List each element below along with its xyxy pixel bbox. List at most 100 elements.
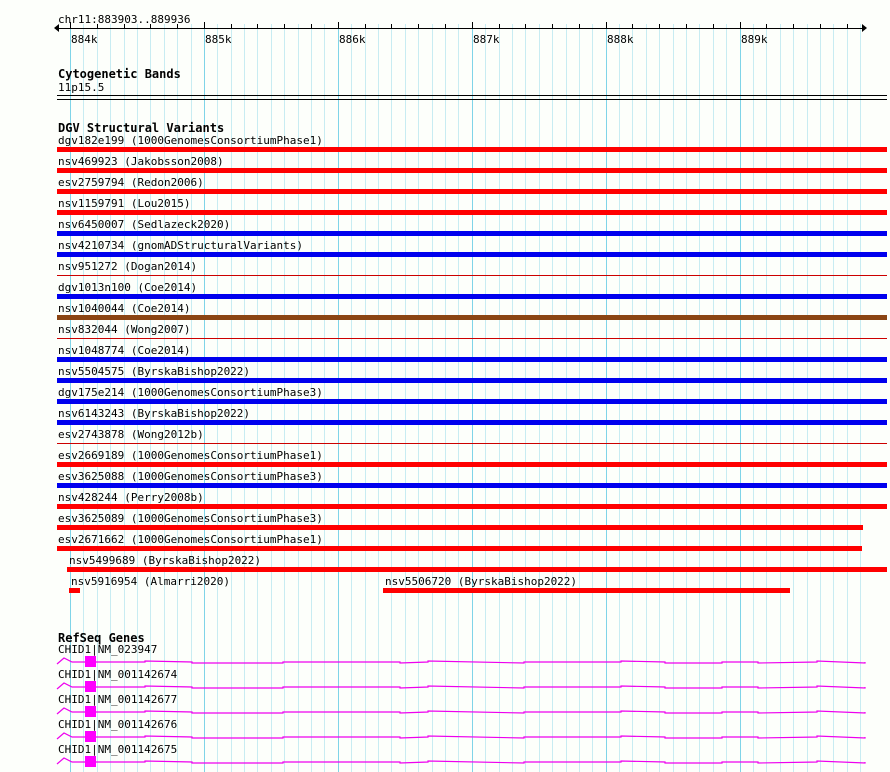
ruler-tick — [713, 24, 714, 29]
variant-label[interactable]: dgv175e214 (1000GenomesConsortiumPhase3) — [58, 386, 323, 399]
gene-label[interactable]: CHID1|NM_001142674 — [58, 668, 178, 681]
variant-bar[interactable] — [57, 504, 887, 509]
variant-label[interactable]: nsv5916954 (Almarri2020) — [71, 575, 230, 588]
track-separator-1 — [57, 99, 887, 100]
ruler-tick — [204, 22, 205, 29]
track-title-dgv: DGV Structural Variants — [58, 121, 225, 135]
gene-exon[interactable] — [85, 681, 96, 692]
variant-label[interactable]: nsv1159791 (Lou2015) — [58, 197, 191, 210]
variant-label[interactable]: esv3625088 (1000GenomesConsortiumPhase3) — [58, 470, 323, 483]
variant-bar[interactable] — [57, 546, 862, 551]
gene-intron-line[interactable] — [96, 660, 866, 664]
variant-bar[interactable] — [57, 525, 863, 530]
ruler-axis — [57, 28, 865, 29]
variant-label[interactable]: esv3625089 (1000GenomesConsortiumPhase3) — [58, 512, 323, 525]
ruler-tick — [740, 22, 741, 29]
variant-bar[interactable] — [57, 189, 887, 194]
ruler-tick — [847, 24, 848, 29]
variant-bar[interactable] — [57, 231, 887, 236]
ruler-tick-label: 887k — [473, 33, 500, 46]
gene-5prime-arc — [56, 732, 85, 740]
ruler-tick — [391, 24, 392, 29]
variant-label[interactable]: esv2743878 (Wong2012b) — [58, 428, 204, 441]
variant-bar[interactable] — [383, 588, 790, 593]
ruler-tick-label: 888k — [607, 33, 634, 46]
ruler-tick-label: 885k — [205, 33, 232, 46]
variant-label[interactable]: nsv6143243 (ByrskaBishop2022) — [58, 407, 251, 420]
ruler-tick — [632, 24, 633, 29]
variant-bar[interactable] — [57, 357, 887, 362]
variant-label[interactable]: nsv1048774 (Coe2014) — [58, 344, 191, 357]
variant-label[interactable]: nsv5499689 (ByrskaBishop2022) — [69, 554, 262, 567]
ruler-tick — [124, 24, 125, 29]
gene-intron-line[interactable] — [96, 735, 866, 739]
gene-5prime-arc — [56, 707, 85, 715]
ruler-left-arrow-icon — [54, 24, 59, 32]
cytoband-label[interactable]: 11p15.5 — [58, 81, 105, 94]
ruler-tick — [97, 24, 98, 29]
variant-bar[interactable] — [57, 462, 887, 467]
ruler-tick — [472, 22, 473, 29]
gene-exon[interactable] — [85, 756, 96, 767]
ruler-tick — [606, 22, 607, 29]
variant-bar[interactable] — [57, 399, 887, 404]
ruler-tick — [445, 24, 446, 29]
gene-5prime-arc — [56, 657, 85, 665]
ruler-tick — [579, 24, 580, 29]
gene-label[interactable]: CHID1|NM_001142676 — [58, 718, 178, 731]
variant-bar[interactable] — [57, 443, 887, 444]
ruler-tick — [793, 24, 794, 29]
variant-label[interactable]: esv2759794 (Redon2006) — [58, 176, 204, 189]
variant-label[interactable]: nsv5506720 (ByrskaBishop2022) — [385, 575, 578, 588]
variant-bar[interactable] — [57, 294, 887, 299]
variant-label[interactable]: nsv1040044 (Coe2014) — [58, 302, 191, 315]
ruler-tick — [338, 22, 339, 29]
gene-exon[interactable] — [85, 656, 96, 667]
ruler-tick — [284, 24, 285, 29]
variant-bar[interactable] — [57, 315, 887, 320]
variant-bar[interactable] — [57, 147, 887, 152]
ruler-tick — [311, 24, 312, 29]
gene-intron-line[interactable] — [96, 760, 866, 764]
ruler-tick — [499, 24, 500, 29]
variant-label[interactable]: esv2669189 (1000GenomesConsortiumPhase1) — [58, 449, 323, 462]
ruler-tick — [177, 24, 178, 29]
variant-label[interactable]: dgv182e199 (1000GenomesConsortiumPhase1) — [58, 134, 323, 147]
variant-bar[interactable] — [57, 483, 887, 488]
variant-bar[interactable] — [69, 588, 80, 593]
variant-label[interactable]: esv2671662 (1000GenomesConsortiumPhase1) — [58, 533, 323, 546]
variant-label[interactable]: nsv469923 (Jakobsson2008) — [58, 155, 224, 168]
variant-bar[interactable] — [57, 275, 887, 276]
gene-intron-line[interactable] — [96, 710, 866, 714]
gene-label[interactable]: CHID1|NM_001142675 — [58, 743, 178, 756]
ruler-tick-label: 889k — [741, 33, 768, 46]
gene-exon[interactable] — [85, 731, 96, 742]
gene-label[interactable]: CHID1|NM_001142677 — [58, 693, 178, 706]
variant-label[interactable]: nsv428244 (Perry2008b) — [58, 491, 204, 504]
variant-bar[interactable] — [67, 567, 887, 572]
variant-label[interactable]: nsv832044 (Wong2007) — [58, 323, 191, 336]
cytoband-rule — [57, 95, 887, 96]
track-title-cytogenetic-bands: Cytogenetic Bands — [58, 67, 181, 81]
ruler-tick-label: 884k — [71, 33, 98, 46]
gene-exon[interactable] — [85, 706, 96, 717]
variant-bar[interactable] — [57, 252, 887, 257]
variant-label[interactable]: nsv6450007 (Sedlazeck2020) — [58, 218, 231, 231]
variant-bar[interactable] — [57, 378, 887, 383]
variant-label[interactable]: nsv951272 (Dogan2014) — [58, 260, 198, 273]
ruler-tick — [231, 24, 232, 29]
gene-label[interactable]: CHID1|NM_023947 — [58, 643, 158, 656]
variant-bar[interactable] — [57, 420, 887, 425]
variant-bar[interactable] — [57, 168, 887, 173]
ruler-tick-label: 886k — [339, 33, 366, 46]
track-title-refseq: RefSeq Genes — [58, 631, 145, 645]
variant-bar[interactable] — [57, 338, 887, 339]
variant-label[interactable]: nsv4210734 (gnomADStructuralVariants) — [58, 239, 304, 252]
ruler-tick — [820, 24, 821, 29]
variant-label[interactable]: dgv1013n100 (Coe2014) — [58, 281, 198, 294]
ruler-tick — [659, 24, 660, 29]
gene-intron-line[interactable] — [96, 685, 866, 689]
variant-bar[interactable] — [57, 210, 887, 215]
variant-label[interactable]: nsv5504575 (ByrskaBishop2022) — [58, 365, 251, 378]
